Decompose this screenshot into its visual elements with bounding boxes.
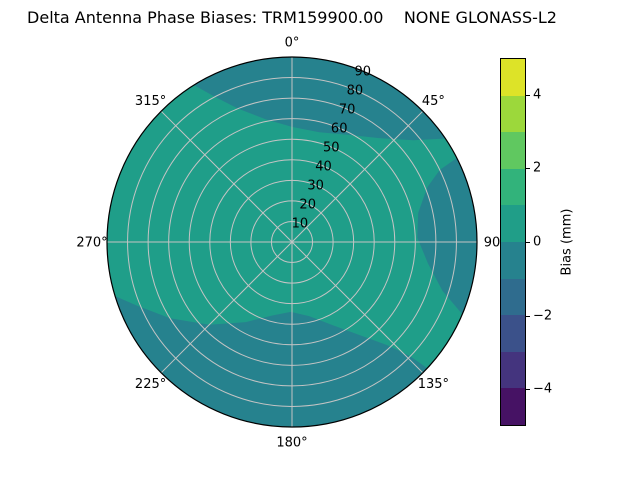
colorbar-band <box>501 241 525 279</box>
theta-tick-label: 135° <box>418 377 449 392</box>
colorbar-tick-label: 4 <box>533 87 542 103</box>
theta-tick-label: 315° <box>135 94 166 109</box>
theta-tick-label: 180° <box>276 436 307 451</box>
colorbar-tick-label: 2 <box>533 160 542 176</box>
colorbar-tick-label: −4 <box>533 381 553 397</box>
colorbar-band <box>501 388 525 425</box>
radial-tick-label: 50 <box>323 141 340 156</box>
colorbar-tickmark <box>526 242 530 243</box>
contour-region-east-negative-patch <box>417 158 477 315</box>
colorbar-band <box>501 59 525 96</box>
theta-tick-label: 225° <box>135 377 166 392</box>
colorbar-tickmark <box>526 315 530 317</box>
theta-tick-label: 90 <box>484 236 501 251</box>
chart-title: Delta Antenna Phase Biases: TRM159900.00… <box>27 8 557 27</box>
theta-tick-label: 270° <box>76 236 107 251</box>
contour-region-north-negative-arc <box>194 57 446 141</box>
colorbar-tick-label: −2 <box>533 308 553 324</box>
radial-tick-label: 30 <box>307 179 324 194</box>
polar-spine <box>106 56 478 428</box>
radial-tick-label: 70 <box>339 103 356 118</box>
contour-region-south-negative-region <box>115 296 428 427</box>
radial-tick-label: 80 <box>347 84 364 99</box>
colorbar-band <box>501 315 525 352</box>
colorbar-band <box>501 205 525 242</box>
radial-tick-label: 40 <box>315 160 332 175</box>
colorbar-tickmark <box>526 389 530 391</box>
colorbar-band <box>501 278 525 316</box>
radial-tick-label: 90 <box>355 65 372 80</box>
radial-tick-label: 10 <box>292 217 309 232</box>
colorbar-axis-label: Bias (mm) <box>559 208 575 276</box>
theta-gridline <box>160 241 293 374</box>
colorbar-band <box>501 168 525 206</box>
theta-gridline <box>291 110 424 243</box>
theta-tick-label: 0° <box>285 36 300 51</box>
theta-gridline <box>160 110 293 243</box>
radial-tick-label: 60 <box>331 122 348 137</box>
colorbar-tickmark <box>526 94 530 96</box>
colorbar <box>500 58 526 426</box>
theta-gridline <box>291 241 424 374</box>
colorbar-band <box>501 132 525 169</box>
radial-tick-label: 20 <box>299 198 316 213</box>
colorbar-band <box>501 351 525 389</box>
colorbar-tick-label: 0 <box>533 234 542 250</box>
theta-tick-label: 45° <box>422 94 445 109</box>
colorbar-tickmark <box>526 168 530 170</box>
colorbar-band <box>501 95 525 133</box>
